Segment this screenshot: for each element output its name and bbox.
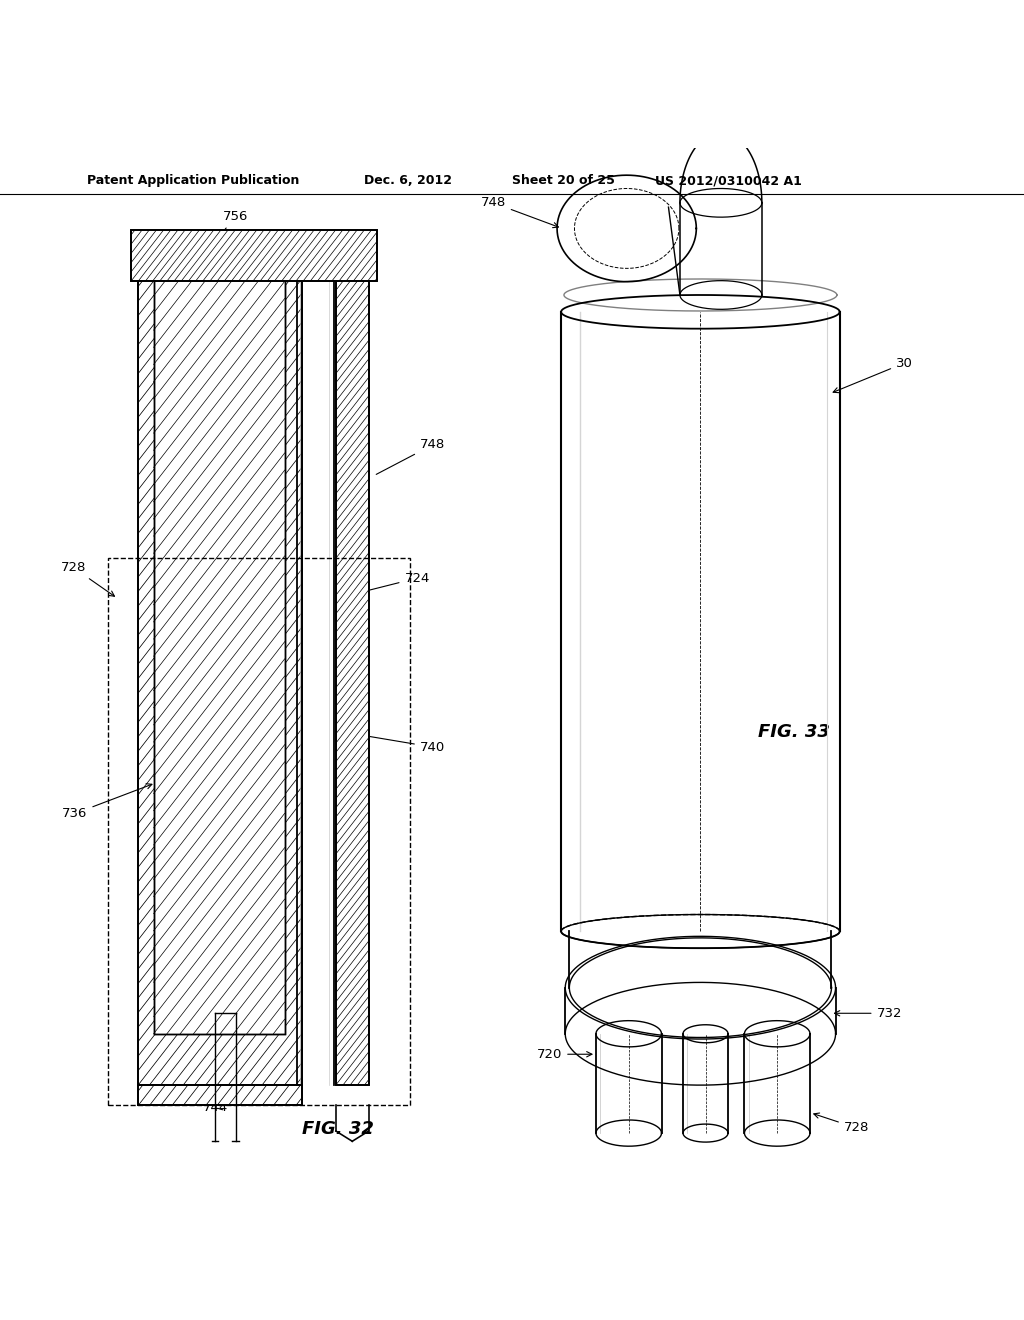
Text: Sheet 20 of 25: Sheet 20 of 25 — [512, 174, 614, 187]
Text: 720: 720 — [537, 1048, 592, 1061]
Text: Dec. 6, 2012: Dec. 6, 2012 — [364, 174, 452, 187]
Bar — [336, 251, 369, 1085]
Text: 756: 756 — [222, 210, 249, 232]
Bar — [138, 251, 302, 1085]
Bar — [131, 230, 377, 281]
Text: Patent Application Publication: Patent Application Publication — [87, 174, 299, 187]
Text: 30: 30 — [834, 356, 912, 392]
Bar — [154, 260, 285, 1034]
Text: 744: 744 — [203, 1101, 227, 1114]
Text: 728: 728 — [61, 561, 115, 597]
Text: 736: 736 — [62, 784, 152, 820]
Text: 748: 748 — [376, 438, 445, 474]
Text: FIG. 32: FIG. 32 — [302, 1119, 374, 1138]
Bar — [138, 1085, 302, 1105]
Text: 748: 748 — [480, 197, 558, 227]
Text: FIG. 33: FIG. 33 — [758, 722, 829, 741]
Bar — [108, 557, 410, 1105]
Bar — [138, 251, 302, 1085]
Text: 724: 724 — [339, 572, 430, 598]
Text: 728: 728 — [814, 1113, 869, 1134]
Bar — [138, 1085, 302, 1105]
Bar — [154, 260, 285, 1034]
Bar — [131, 230, 377, 281]
Text: 740: 740 — [344, 733, 445, 754]
Text: US 2012/0310042 A1: US 2012/0310042 A1 — [655, 174, 802, 187]
Bar — [336, 251, 369, 1085]
Text: 732: 732 — [835, 1007, 902, 1020]
